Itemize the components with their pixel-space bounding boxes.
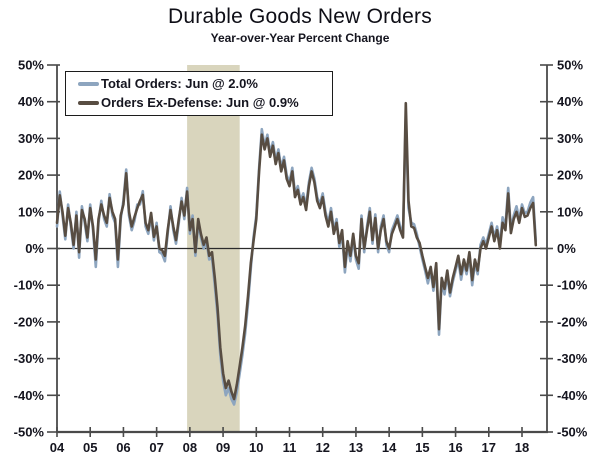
- x-axis-label: 08: [183, 440, 197, 455]
- x-axis-label: 15: [415, 440, 429, 455]
- y-axis-label-right: -50%: [557, 425, 588, 440]
- y-axis-label-right: -40%: [557, 388, 588, 403]
- y-axis-label-right: 50%: [557, 58, 583, 73]
- page-title: Durable Goods New Orders: [168, 5, 432, 28]
- y-axis-label-right: -10%: [557, 278, 588, 293]
- x-axis-label: 06: [116, 440, 130, 455]
- y-axis-label-left: -40%: [14, 388, 45, 403]
- x-axis-label: 09: [216, 440, 230, 455]
- y-axis-label-left: 10%: [18, 204, 44, 219]
- legend-item-orders-ex-defense: Orders Ex-Defense: Jun @ 0.9%: [78, 93, 328, 112]
- y-axis-label-left: 20%: [18, 168, 44, 183]
- legend-label-orders-ex-defense: Orders Ex-Defense: Jun @ 0.9%: [101, 95, 299, 110]
- y-axis-label-left: -30%: [14, 351, 45, 366]
- x-axis-label: 14: [382, 440, 397, 455]
- series-line-orders-ex-defense: [55, 101, 538, 401]
- y-axis-label-left: 0%: [25, 241, 44, 256]
- x-axis-label: 18: [515, 440, 529, 455]
- legend-label-total-orders: Total Orders: Jun @ 2.0%: [101, 76, 258, 91]
- page-subtitle: Year-over-Year Percent Change: [210, 31, 390, 45]
- total-orders-line-swatch: [78, 81, 99, 86]
- x-axis-label: 07: [149, 440, 163, 455]
- y-axis-label-left: -10%: [14, 278, 45, 293]
- y-axis-label-left: 50%: [18, 58, 44, 73]
- y-axis-label-right: 0%: [557, 241, 576, 256]
- x-axis-label: 05: [83, 440, 97, 455]
- x-axis-label: 17: [482, 440, 496, 455]
- y-axis-label-right: 40%: [557, 94, 583, 109]
- y-axis-label-left: -50%: [14, 425, 45, 440]
- x-axis-label: 16: [448, 440, 462, 455]
- y-axis-label-right: 30%: [557, 131, 583, 146]
- x-axis-label: 10: [249, 440, 263, 455]
- x-axis-label: 04: [50, 440, 65, 455]
- x-axis-label: 11: [283, 440, 297, 455]
- y-axis-label-right: -30%: [557, 351, 588, 366]
- y-axis-label-left: -20%: [14, 314, 45, 329]
- y-axis-label-right: 20%: [557, 168, 583, 183]
- y-axis-label-right: 10%: [557, 204, 583, 219]
- orders-ex-defense-line-swatch: [78, 100, 99, 105]
- y-axis-label-left: 30%: [18, 131, 44, 146]
- x-axis-label: 12: [315, 440, 329, 455]
- legend: Total Orders: Jun @ 2.0% Orders Ex-Defen…: [65, 71, 333, 116]
- legend-item-total-orders: Total Orders: Jun @ 2.0%: [78, 74, 328, 93]
- x-axis-label: 13: [349, 440, 363, 455]
- y-axis-label-left: 40%: [18, 94, 44, 109]
- y-axis-label-right: -20%: [557, 314, 588, 329]
